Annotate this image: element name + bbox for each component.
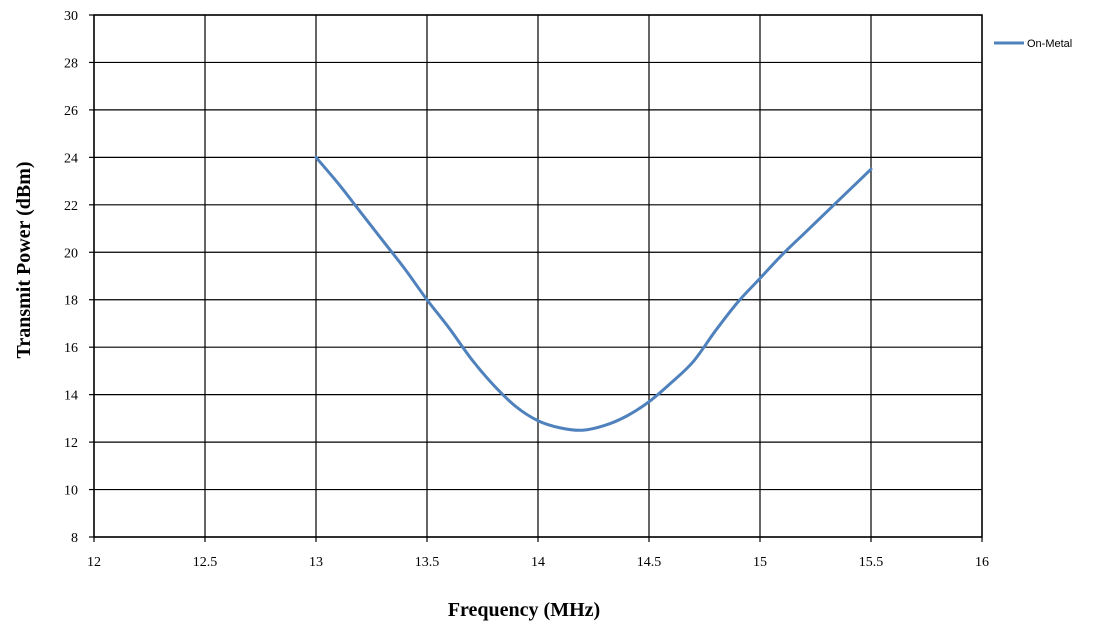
series-line-on-metal (314, 155, 873, 432)
x-tick-label: 12 (87, 555, 101, 570)
y-tick-label: 26 (64, 104, 78, 119)
legend: On-Metal (994, 38, 1072, 50)
x-tick-label: 13.5 (415, 555, 440, 570)
x-tick-label: 13 (309, 555, 323, 570)
x-tick-label: 16 (975, 555, 989, 570)
y-tick-label: 20 (64, 246, 78, 261)
x-tick-label: 14 (531, 555, 545, 570)
y-tick-label: 8 (71, 531, 78, 546)
grid (89, 14, 983, 542)
x-tick-label: 12.5 (193, 555, 218, 570)
x-tick-label: 14.5 (637, 555, 662, 570)
x-tick-label: 15 (753, 555, 767, 570)
y-tick-label: 18 (64, 294, 78, 309)
x-tick-label: 15.5 (859, 555, 884, 570)
y-tick-label: 16 (64, 341, 78, 356)
y-tick-label: 14 (64, 389, 78, 404)
x-axis-ticks: 12 12.5 13 13.5 14 14.5 15 15.5 16 (87, 555, 989, 570)
y-tick-label: 12 (64, 436, 78, 451)
y-tick-label: 30 (64, 9, 78, 24)
y-tick-label: 22 (64, 199, 78, 214)
y-tick-label: 28 (64, 56, 78, 71)
series-layer (314, 155, 873, 432)
y-tick-label: 24 (64, 151, 78, 166)
y-axis-title: Transmit Power (dBm) (13, 161, 35, 358)
x-axis-title: Frequency (MHz) (448, 599, 600, 621)
y-axis-ticks: 8 10 12 14 16 18 20 22 24 26 28 30 (64, 9, 78, 546)
legend-label-on-metal: On-Metal (1027, 38, 1072, 50)
plot-border (93, 14, 983, 538)
y-tick-label: 10 (64, 484, 78, 499)
